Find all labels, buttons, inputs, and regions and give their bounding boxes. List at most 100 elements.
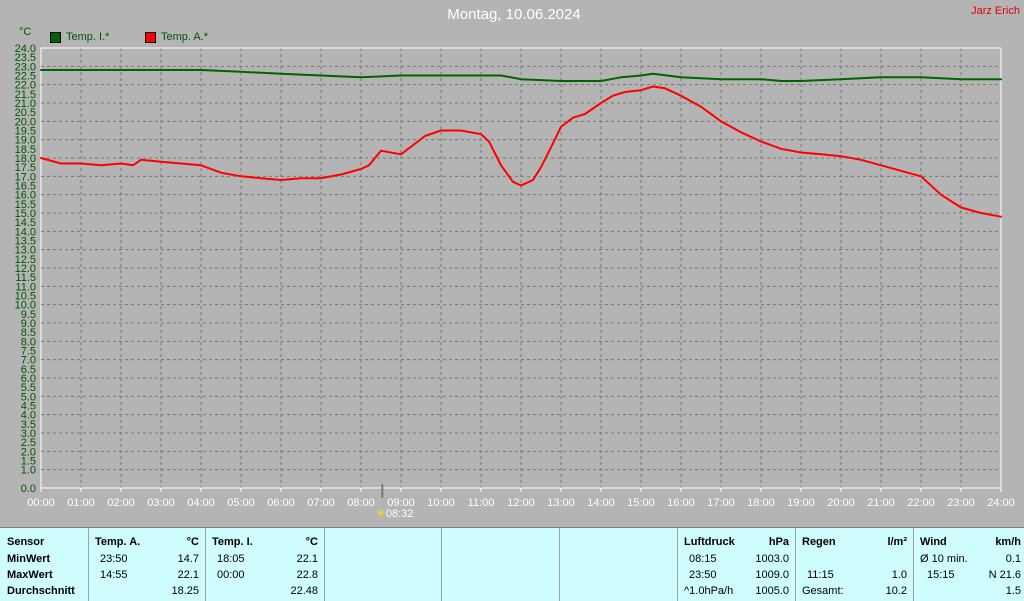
y-tick-label: 5.0 xyxy=(21,391,36,403)
sunrise-time: 08:32 xyxy=(385,508,414,520)
x-tick-label: 14:00 xyxy=(587,497,615,509)
y-tick-label: 1.0 xyxy=(21,465,36,477)
y-tick-label: 16.0 xyxy=(15,190,36,202)
wind-avg10-value: 0.1 xyxy=(1005,553,1021,565)
pressure-head: Luftdruck xyxy=(684,536,735,548)
x-tick-label: 04:00 xyxy=(187,497,215,509)
y-tick-label: 17.0 xyxy=(15,171,36,183)
y-tick-label: 7.0 xyxy=(21,355,36,367)
series-lines xyxy=(40,69,1002,218)
y-tick-label: 8.5 xyxy=(21,327,36,339)
rain-max-value: 1.0 xyxy=(891,569,907,581)
col-temp-i: Temp. I. °C 18:05 22.1 00:00 22.8 22.48 xyxy=(205,528,325,601)
x-tick-label: 16:00 xyxy=(667,497,695,509)
y-tick-label: 20.0 xyxy=(15,116,36,128)
author-label: Jarz Erich xyxy=(971,5,1020,17)
col-wind: Wind km/h Ø 10 min. 0.1 15:15 N 21.6 1.5 xyxy=(913,528,1023,601)
x-tick-label: 15:00 xyxy=(627,497,655,509)
y-tick-label: 14.0 xyxy=(15,226,36,238)
y-tick-label: 2.5 xyxy=(21,437,36,449)
x-tick-labels: 00:00 01:00 02:00 03:00 04:00 05:00 06:00 07:00… xyxy=(27,497,1015,509)
y-tick-label: 16.5 xyxy=(15,181,36,193)
sensor-head: Sensor xyxy=(7,536,45,548)
rain-total-label: Gesamt: xyxy=(802,585,844,597)
y-tick-label: 24.0 xyxy=(15,43,36,55)
y-tick-label: 2.0 xyxy=(21,446,36,458)
y-tick-label: 21.0 xyxy=(15,98,36,110)
temp-i-max-time: 00:00 xyxy=(217,569,245,581)
x-tick-label: 12:00 xyxy=(507,497,535,509)
y-tick-label: 9.0 xyxy=(21,318,36,330)
y-tick-label: 3.5 xyxy=(21,419,36,431)
temp-i-min-value: 22.1 xyxy=(296,553,318,565)
legend-item-temp-inside[interactable]: Temp. I.* xyxy=(50,31,109,43)
x-tick-label: 08:00 xyxy=(347,497,375,509)
x-tick-label: 23:00 xyxy=(947,497,975,509)
x-tick-label: 11:00 xyxy=(468,497,495,509)
stats-table: Sensor MinWert MaxWert Durchschnitt Temp… xyxy=(0,527,1024,601)
y-tick-label: 13.0 xyxy=(15,245,36,257)
row-label-min: MinWert xyxy=(7,553,51,565)
pressure-trend: ^1.0hPa/h xyxy=(684,585,734,597)
temperature-chart: 0.01.01.52.02.53.03.54.04.55.05.56.06.57… xyxy=(15,43,1015,509)
y-tick-label: 5.5 xyxy=(21,382,36,394)
col-sensor: Sensor MinWert MaxWert Durchschnitt xyxy=(0,528,89,601)
y-tick-label: 23.5 xyxy=(15,52,36,64)
x-tick-label: 07:00 xyxy=(307,497,335,509)
pressure-max-value: 1009.0 xyxy=(755,569,789,581)
wind-head: Wind xyxy=(920,536,947,548)
rain-total-value: 10.2 xyxy=(885,585,907,597)
row-label-max: MaxWert xyxy=(7,569,53,581)
y-tick-label: 19.5 xyxy=(15,126,36,138)
y-tick-label: 19.0 xyxy=(15,135,36,147)
y-tick-label: 9.5 xyxy=(21,309,36,321)
y-tick-label: 10.0 xyxy=(15,300,36,312)
x-tick-label: 02:00 xyxy=(107,497,135,509)
row-label-avg: Durchschnitt xyxy=(7,585,75,597)
pressure-unit: hPa xyxy=(768,536,789,548)
y-tick-label: 7.5 xyxy=(21,346,36,358)
legend-item-temp-outside[interactable]: Temp. A.* xyxy=(145,31,208,43)
y-tick-label: 12.5 xyxy=(15,254,36,266)
pressure-max-time: 23:50 xyxy=(689,569,717,581)
y-tick-label: 17.5 xyxy=(15,162,36,174)
y-tick-label: 23.0 xyxy=(15,61,36,73)
y-tick-label: 11.0 xyxy=(15,281,36,293)
y-tick-label: 12.0 xyxy=(15,263,36,275)
temp-a-max-time: 14:55 xyxy=(100,569,128,581)
pressure-min-time: 08:15 xyxy=(689,553,717,565)
y-tick-label: 15.0 xyxy=(15,208,36,220)
y-tick-label: 4.0 xyxy=(21,410,36,422)
col-rain: Regen l/m² 11:15 1.0 Gesamt: 10.2 xyxy=(795,528,914,601)
legend-swatch-green xyxy=(50,31,61,43)
y-tick-label: 13.5 xyxy=(15,236,36,248)
x-tick-label: 22:00 xyxy=(907,497,935,509)
pressure-min-value: 1003.0 xyxy=(755,553,789,565)
temp-a-min-time: 23:50 xyxy=(100,553,128,565)
y-tick-label: 20.5 xyxy=(15,107,36,119)
rain-head: Regen xyxy=(802,536,836,548)
x-tick-label: 06:00 xyxy=(267,497,295,509)
x-tick-label: 01:00 xyxy=(67,497,95,509)
x-tick-label: 20:00 xyxy=(827,497,855,509)
wind-avg-value: 1.5 xyxy=(1005,585,1021,597)
x-tick-label: 00:00 xyxy=(27,497,55,509)
x-tick-label: 24:00 xyxy=(987,497,1015,509)
y-tick-label: 10.5 xyxy=(15,291,36,303)
temp-a-head: Temp. A. xyxy=(95,536,141,548)
x-tick-label: 05:00 xyxy=(227,497,255,509)
temp-a-max-value: 22.1 xyxy=(177,569,199,581)
y-tick-label: 0.0 xyxy=(21,483,36,495)
sun-icon: ☀ xyxy=(376,508,386,520)
y-axis-unit: °C xyxy=(19,26,32,38)
col-empty-2 xyxy=(441,528,560,601)
temp-i-unit: °C xyxy=(305,536,318,548)
grid xyxy=(40,47,1002,498)
y-tick-label: 18.0 xyxy=(15,153,36,165)
wind-unit: km/h xyxy=(995,536,1021,548)
pressure-avg-value: 1005.0 xyxy=(755,585,789,597)
legend-label: Temp. A.* xyxy=(161,31,209,43)
y-tick-label: 11.5 xyxy=(15,272,36,284)
y-tick-label: 1.5 xyxy=(21,456,36,468)
x-tick-label: 03:00 xyxy=(147,497,175,509)
